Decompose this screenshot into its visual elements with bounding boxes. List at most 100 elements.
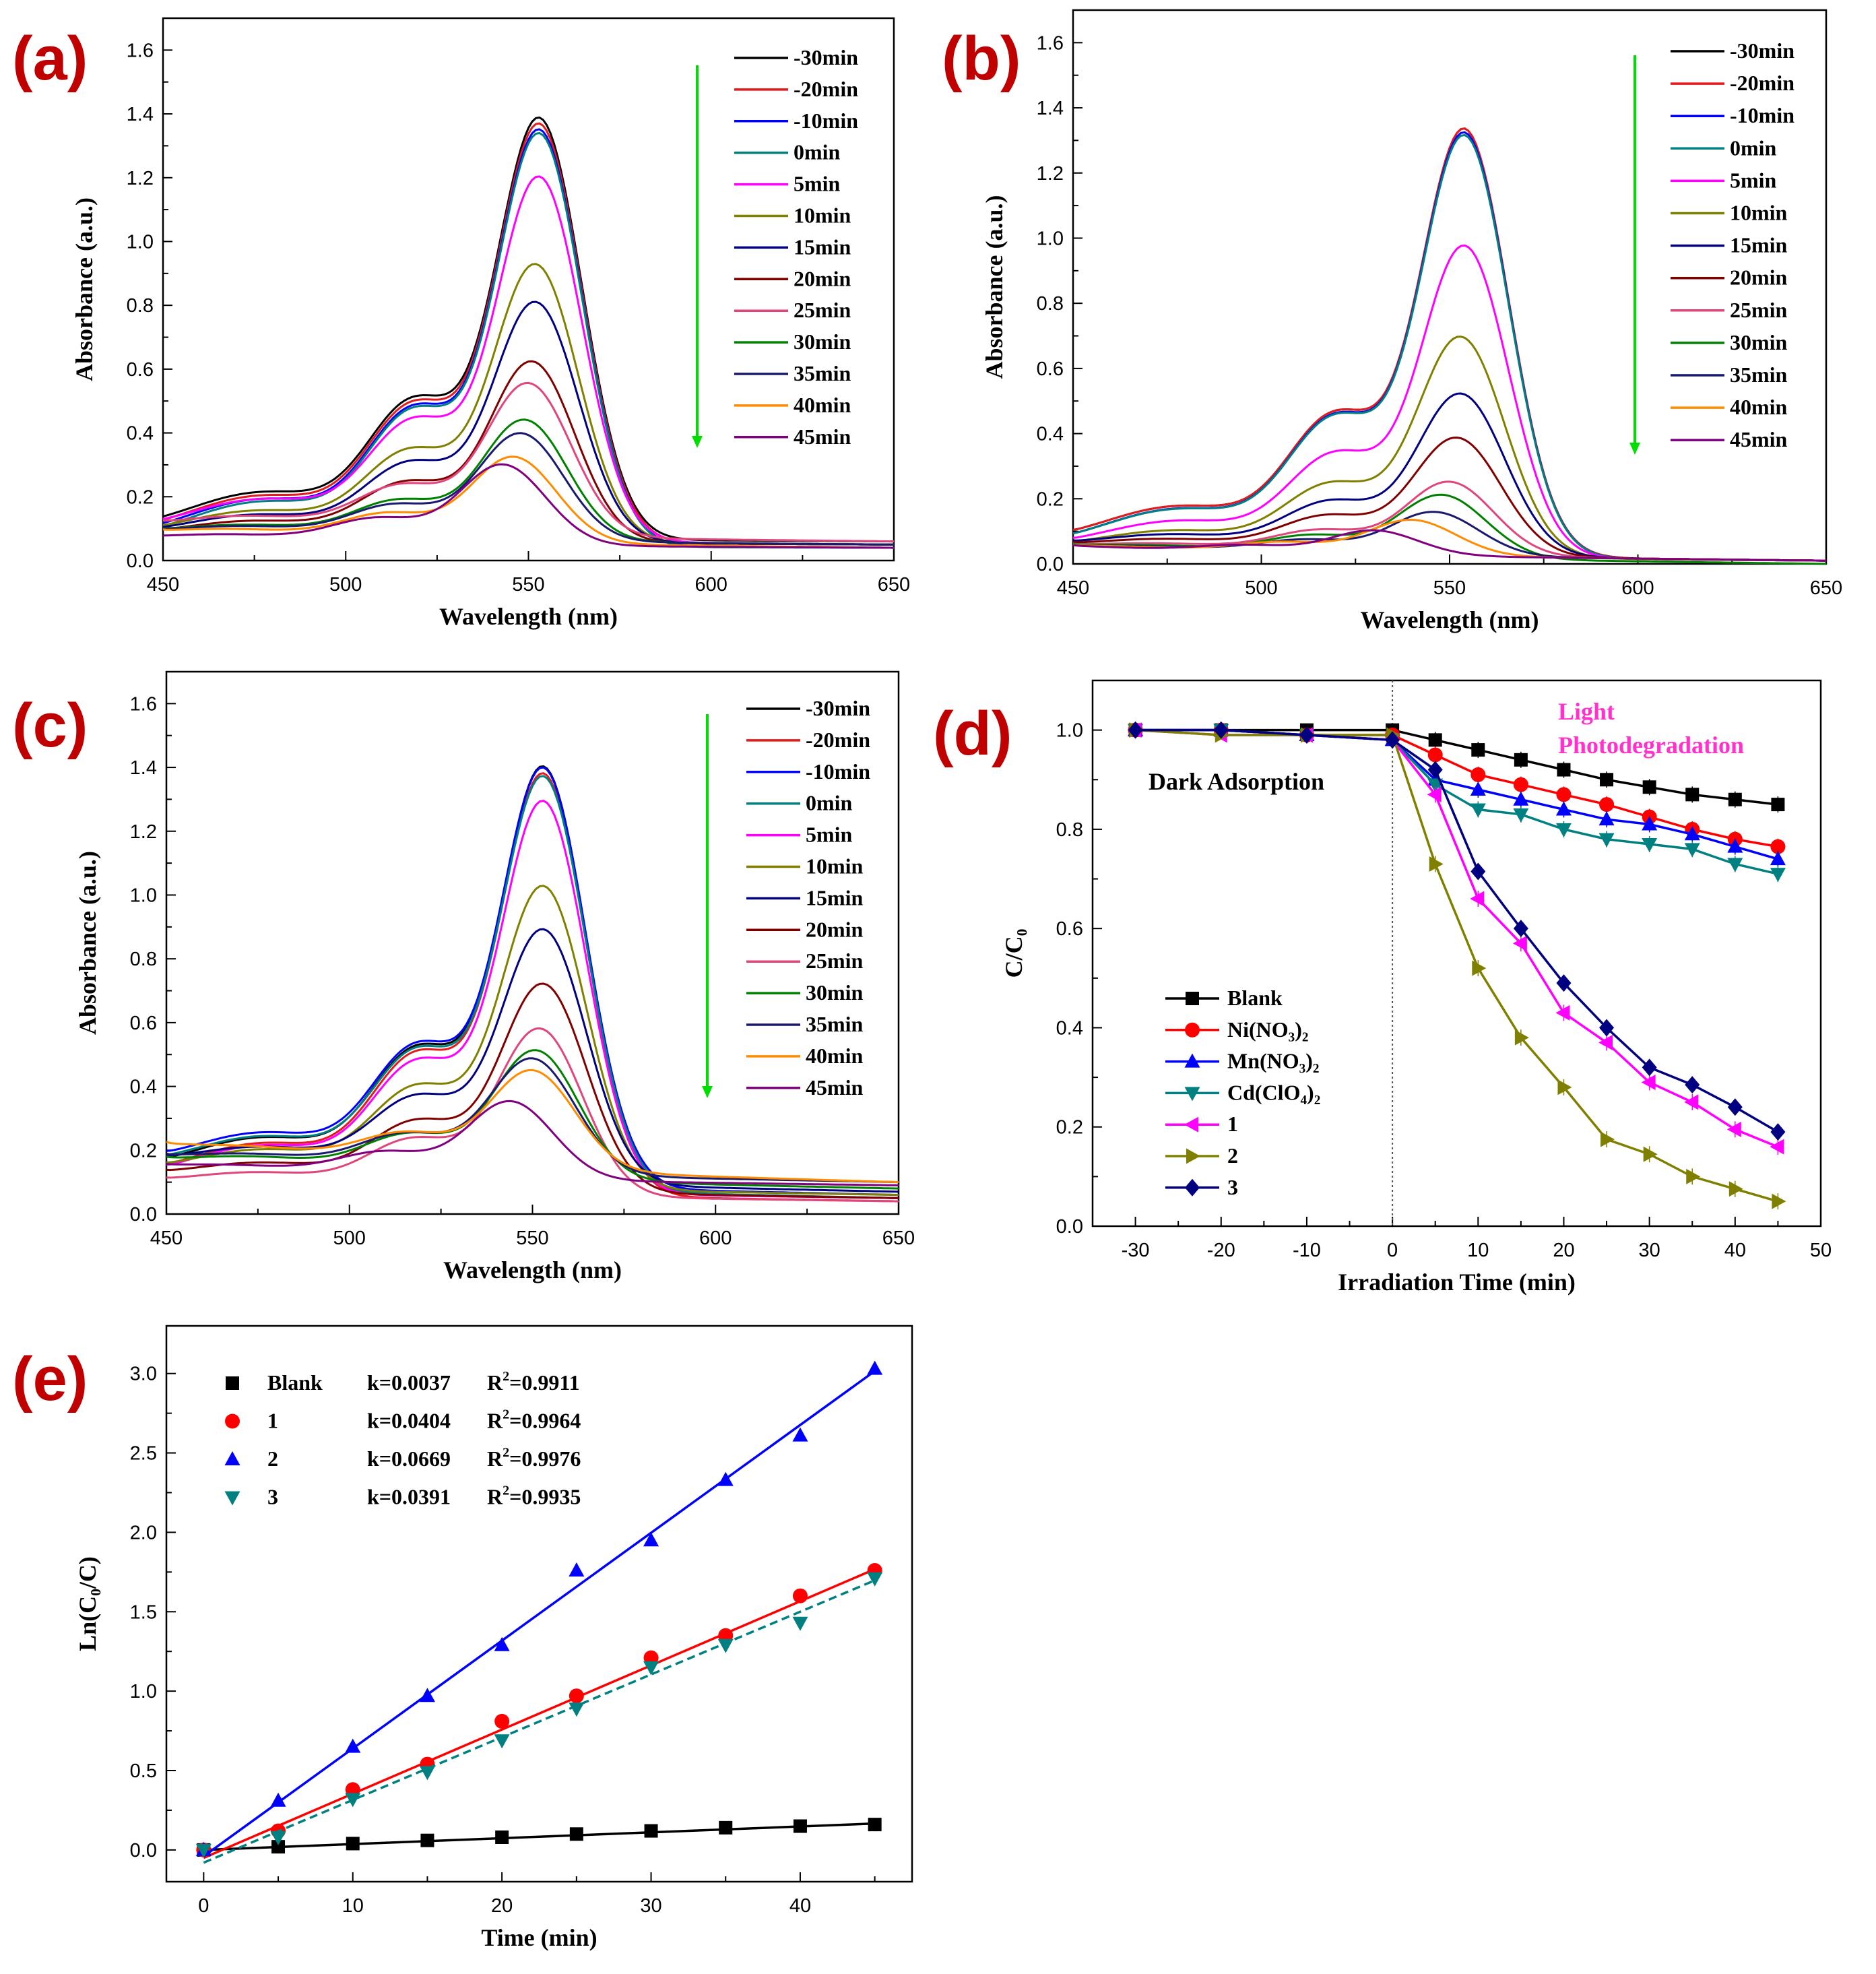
y-tick-label: 0.0 [1037,554,1064,575]
y-tick-label: 1.2 [130,821,157,843]
legend-k-value: k=0.0391 [367,1485,451,1509]
x-tick-label: 650 [878,574,910,596]
r2-superscript: 2 [503,1369,509,1384]
x-axis-title: Wavelength (nm) [439,603,618,630]
data-point [1556,974,1572,992]
legend-entry: -20min [794,77,858,101]
data-point [1685,1076,1700,1094]
r2-number: =0.9976 [509,1446,581,1471]
data-point [867,1572,883,1587]
y-tick-label: 0.2 [1056,1117,1083,1139]
y-tick-label: 1.4 [1037,98,1064,119]
data-point [494,1636,510,1651]
data-point [494,1734,510,1749]
legend-marker [1184,1087,1200,1102]
x-tick-label: 20 [491,1895,513,1917]
data-point [1213,721,1229,739]
data-point [419,1688,435,1702]
x-tick-label: 500 [1245,577,1277,599]
legend-r2-value: R2=0.9935 [487,1484,581,1509]
data-point [1599,797,1615,813]
data-point [1599,1019,1615,1037]
data-point [643,1532,659,1547]
spectrum-line-10min [162,263,894,546]
data-point [1556,787,1572,802]
data-point [1728,792,1742,806]
y-tick-label: 0.4 [1056,1017,1083,1039]
legend-entry: Ni(NO₃)₂ [1227,1017,1309,1042]
annotation-light: Light [1558,698,1615,725]
data-point [644,1824,658,1838]
legend-entry: 40min [1730,395,1788,419]
legend-entry: 5min [794,172,841,196]
data-point [1472,960,1487,976]
legend-marker [1186,992,1199,1005]
fit-line-2 [203,1370,876,1857]
legend-marker [226,1376,239,1390]
legend-entry: 45min [1730,427,1788,451]
y-tick-label: 1.6 [127,40,154,61]
y-tick-label: 1.4 [127,104,154,125]
data-point [1470,803,1486,818]
r2-number: =0.9911 [509,1370,579,1395]
legend-marker [224,1491,240,1506]
legend-r2-value: R2=0.9911 [487,1369,580,1395]
data-point [1598,811,1615,826]
data-point [793,1819,807,1833]
data-point [1513,920,1528,938]
data-point [1470,862,1486,881]
panel-a: 450 500 550 600 650 0.0 0.2 0.4 0.6 0.8 1.0 1.2 1.4 1… [12,17,910,630]
legend-entry: 5min [1730,168,1777,192]
legend-marker [1184,1116,1198,1133]
legend: -30min -20min -10min 0min 5min 10min 15min 20mi… [734,45,858,449]
legend-entry: Mn(NO₃)₂ [1227,1049,1320,1073]
data-point [1555,823,1572,837]
y-tick-label: 1.6 [1037,32,1064,54]
y-tick-label: 0.8 [127,295,154,317]
legend-entry: 3 [1227,1175,1238,1199]
data-point [1684,843,1700,858]
y-tick-label: 1.4 [130,757,157,779]
data-point [345,1738,361,1753]
spectrum-line-30min [166,1049,899,1190]
x-tick-label: 600 [1621,577,1654,599]
legend-r2-value: R2=0.9964 [487,1407,581,1433]
panel-label: (a) [12,24,88,93]
x-tick-label: 10 [342,1895,364,1917]
r2-superscript: 2 [503,1445,509,1460]
legend-name: Blank [267,1370,323,1395]
legend-entry: 40min [794,393,851,417]
legend-entry: -20min [1730,71,1794,95]
legend-entry: -30min [1730,38,1794,63]
legend-entry: Blank [1227,986,1283,1010]
y-tick-label: 0.2 [1037,488,1064,510]
spectrum-line--10min [162,128,895,549]
y-tick-label: 0.6 [1037,358,1064,380]
x-axis-title: Wavelength (nm) [443,1256,622,1283]
legend-entry: 15min [1730,233,1788,257]
data-point [1427,747,1443,763]
data-point [1641,1074,1656,1090]
data-point [1427,786,1442,802]
data-point [1727,858,1743,872]
r2-number: =0.9964 [509,1409,581,1433]
y-tick-label: 0.6 [127,359,154,381]
y-tick-label: 1.2 [1037,163,1064,185]
data-point [569,1562,585,1577]
y-tick-label: 0.2 [130,1140,157,1161]
data-point [1299,726,1314,744]
x-axis-title: Wavelength (nm) [1361,606,1539,633]
data-point [1770,1123,1786,1141]
y-tick-label: 0.4 [1037,424,1064,445]
legend-marker [1185,1178,1200,1197]
spectrum-line-10min [166,885,899,1197]
data-point [792,1588,808,1603]
x-tick-label: 0 [1387,1240,1398,1261]
panel-label: (d) [933,699,1012,768]
x-axis-title: Time (min) [481,1924,597,1951]
legend-entry: -20min [806,728,870,752]
data-point [1514,1029,1529,1046]
fit-line-0 [203,1822,875,1851]
panel-b: 450 500 550 600 650 0.0 0.2 0.4 0.6 0.8 1.0 1.2 1.4 1… [942,9,1842,633]
spectrum-line-20min [1072,436,1827,562]
